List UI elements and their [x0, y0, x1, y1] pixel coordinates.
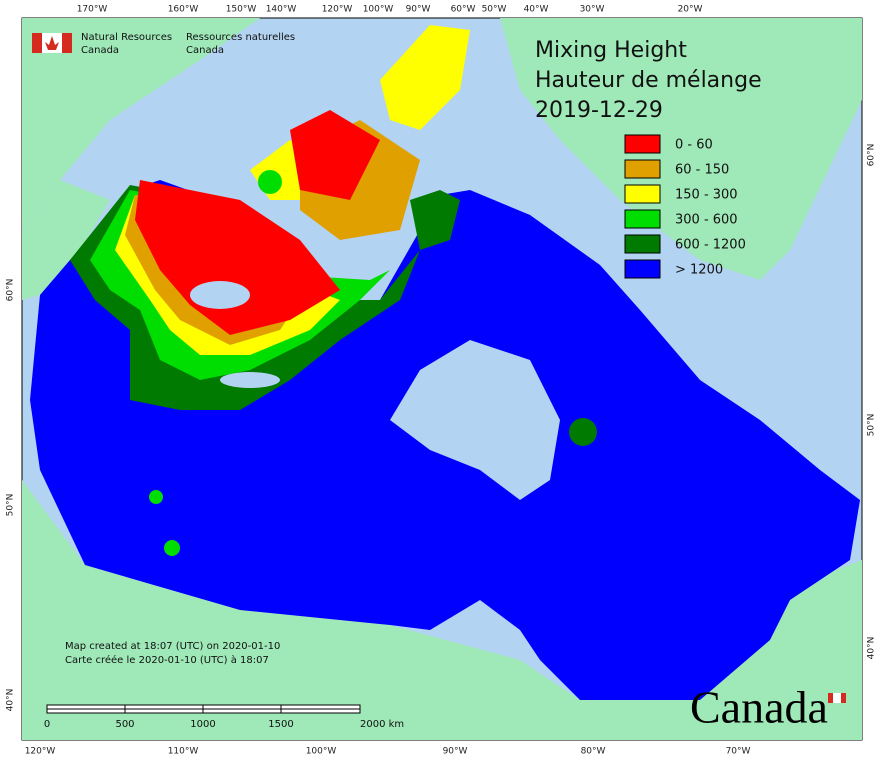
- scale-label: 500: [115, 719, 134, 730]
- lat-label: 60°N: [867, 144, 877, 167]
- lat-label: 60°N: [6, 279, 16, 302]
- agency-fr: Canada: [186, 45, 224, 56]
- legend-label: 60 - 150: [675, 163, 729, 178]
- lon-label: 100°W: [363, 5, 394, 15]
- lon-label: 50°W: [482, 5, 507, 15]
- lon-label: 160°W: [168, 5, 199, 15]
- legend-label: 600 - 1200: [675, 238, 746, 253]
- scale-divisions: [47, 705, 360, 713]
- scale-label: 0: [44, 719, 50, 730]
- lon-label: 120°W: [322, 5, 353, 15]
- legend-label: 300 - 600: [675, 213, 738, 228]
- lon-label: 120°W: [25, 747, 56, 757]
- legend-swatch: [624, 234, 661, 254]
- map-note: Map created at 18:07 (UTC) on 2020-01-10: [65, 641, 280, 652]
- legend-swatch: [624, 184, 661, 204]
- lon-label: 140°W: [266, 5, 297, 15]
- scale-label: 1000: [190, 719, 215, 730]
- wordmark: Canada: [690, 682, 828, 733]
- lon-label: 100°W: [306, 747, 337, 757]
- lat-label: 50°N: [6, 494, 16, 517]
- lon-label: 110°W: [168, 747, 199, 757]
- lon-label: 80°W: [581, 747, 606, 757]
- legend-swatch: [624, 209, 661, 229]
- legend-label: 150 - 300: [675, 188, 738, 203]
- lon-label: 30°W: [580, 5, 605, 15]
- scale-label: 1500: [268, 719, 293, 730]
- map-note: Carte créée le 2020-01-10 (UTC) à 18:07: [65, 654, 269, 666]
- canada-flag-small: [828, 693, 846, 703]
- legend-label: > 1200: [675, 263, 723, 278]
- lat-label: 40°N: [6, 689, 16, 712]
- lon-label: 90°W: [443, 747, 468, 757]
- agency-fr: Ressources naturelles: [186, 32, 295, 43]
- lon-label: 90°W: [406, 5, 431, 15]
- legend-swatch: [624, 134, 661, 154]
- lat-label: 50°N: [867, 414, 877, 437]
- lon-label: 70°W: [726, 747, 751, 757]
- map-title: 2019-12-29: [535, 98, 663, 123]
- map-title: Mixing Height: [535, 38, 687, 63]
- land: [22, 18, 862, 740]
- lon-label: 170°W: [77, 5, 108, 15]
- lon-label: 20°W: [678, 5, 703, 15]
- agency-en: Natural Resources: [81, 32, 172, 43]
- lon-label: 60°W: [451, 5, 476, 15]
- lon-label: 150°W: [226, 5, 257, 15]
- map-title: Hauteur de mélange: [535, 68, 762, 93]
- lat-label: 40°N: [867, 637, 877, 660]
- legend-swatch: [624, 259, 661, 279]
- legend-swatch: [624, 159, 661, 179]
- legend-label: 0 - 60: [675, 138, 713, 153]
- lon-label: 40°W: [524, 5, 549, 15]
- scale-label: 2000 km: [360, 719, 404, 730]
- agency-en: Canada: [81, 45, 119, 56]
- flag: [32, 33, 72, 53]
